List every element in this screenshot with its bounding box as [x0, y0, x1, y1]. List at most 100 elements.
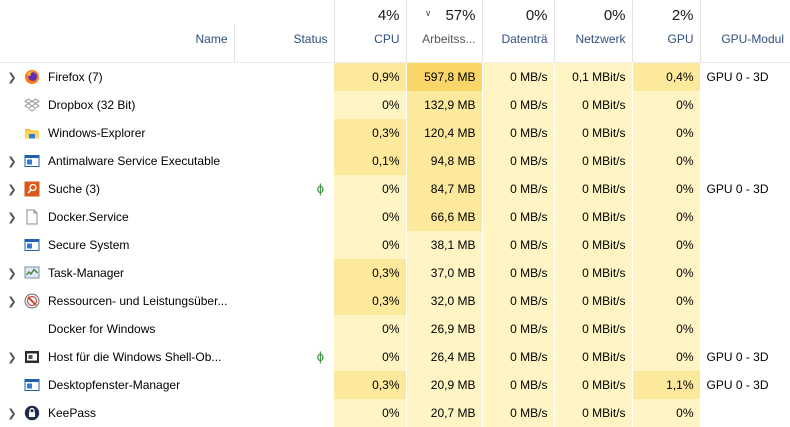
- gpu-module-cell: [700, 147, 790, 175]
- process-name: Dropbox (32 Bit): [48, 97, 136, 112]
- table-row[interactable]: ❯ Antimalware Service Executable 0,1% 94,8 …: [0, 146, 790, 175]
- process-status-cell: [234, 147, 334, 175]
- cpu-cell: 0,3%: [334, 286, 407, 315]
- network-cell: 0 MBit/s: [554, 174, 633, 203]
- column-header-disk[interactable]: Datenträ: [481, 24, 554, 63]
- table-row[interactable]: ❯ Host für die Windows Shell-Ob... ϕ 0% 26,4…: [0, 342, 790, 371]
- process-name: Desktopfenster-Manager: [48, 377, 181, 392]
- process-name-cell[interactable]: ❯ Ressourcen- und Leistungsüber...: [0, 287, 234, 315]
- gpu-cell: 0%: [632, 314, 701, 343]
- table-row[interactable]: ❯ Docker.Service 0% 66,6 MB 0 MB/s 0 MBit/s 0%: [0, 202, 790, 231]
- column-header-cpu[interactable]: CPU: [333, 24, 406, 63]
- table-row[interactable]: ❯ Firefox (7) 0,9% 597,8 MB 0 MB/s 0,1 MBit/s…: [0, 62, 790, 91]
- gpu-module-cell: GPU 0 - 3D: [706, 69, 769, 84]
- process-name-cell[interactable]: ❯ Docker.Service: [0, 203, 234, 231]
- table-row[interactable]: Windows-Explorer 0,3% 120,4 MB 0 MB/s 0 MBit…: [0, 118, 790, 147]
- cpu-cell: 0%: [334, 398, 407, 427]
- cpu-cell: 0%: [334, 314, 407, 343]
- network-cell: 0 MBit/s: [554, 230, 633, 259]
- cpu-cell: 0,9%: [334, 62, 407, 91]
- process-name-cell[interactable]: Desktopfenster-Manager: [0, 371, 234, 399]
- cpu-cell: 0%: [334, 230, 407, 259]
- cpu-cell: 0%: [334, 202, 407, 231]
- shell-host-icon: [24, 349, 40, 365]
- process-name: Windows-Explorer: [48, 125, 146, 140]
- memory-cell: 94,8 MB: [406, 146, 483, 175]
- network-cell: 0 MBit/s: [554, 398, 633, 427]
- network-cell: 0 MBit/s: [554, 202, 633, 231]
- process-name-cell[interactable]: ❯ Firefox (7): [0, 63, 234, 91]
- column-header-name[interactable]: Name: [0, 24, 234, 63]
- process-name-cell[interactable]: Docker for Windows: [0, 315, 234, 343]
- network-cell: 0,1 MBit/s: [554, 62, 633, 91]
- header-name-spacer: [0, 0, 234, 24]
- gpu-cell: 0%: [632, 398, 701, 427]
- disk-cell: 0 MB/s: [482, 286, 555, 315]
- expand-chevron-icon[interactable]: ❯: [7, 407, 17, 420]
- expand-chevron-icon[interactable]: ❯: [7, 71, 17, 84]
- expand-chevron-icon[interactable]: ❯: [7, 267, 17, 280]
- gpu-cell: 0%: [632, 342, 701, 371]
- table-row[interactable]: ❯ Suche (3) ϕ 0% 84,7 MB 0 MB/s 0 MBit/s 0% GPU …: [0, 174, 790, 203]
- gpu-cell: 0%: [632, 230, 701, 259]
- expand-chevron-icon[interactable]: ❯: [7, 295, 17, 308]
- process-name: Suche (3): [48, 181, 101, 196]
- net-total-pct[interactable]: 0%: [553, 0, 632, 24]
- cpu-cell: 0%: [334, 174, 407, 203]
- process-name-cell[interactable]: ❯ Host für die Windows Shell-Ob...: [0, 343, 234, 371]
- table-row[interactable]: Dropbox (32 Bit) 0% 132,9 MB 0 MB/s 0 MBit/s…: [0, 90, 790, 119]
- process-status-cell: [234, 231, 334, 259]
- gpu-module-cell: [700, 119, 790, 147]
- header-gpu-module-spacer: [699, 0, 790, 24]
- process-name-cell[interactable]: ❯ Task-Manager: [0, 259, 234, 287]
- gpu-module-cell: [700, 399, 790, 427]
- table-row[interactable]: ❯ KeePass 0% 20,7 MB 0 MB/s 0 MBit/s 0%: [0, 398, 790, 427]
- process-name-cell[interactable]: ❯ Antimalware Service Executable: [0, 147, 234, 175]
- table-row[interactable]: ❯ Task-Manager 0,3% 37,0 MB 0 MB/s 0 MBit/s 0%: [0, 258, 790, 287]
- expand-chevron-icon[interactable]: ❯: [7, 211, 17, 224]
- process-status-cell: ϕ: [234, 175, 334, 203]
- window-icon: [24, 377, 40, 393]
- column-header-gpu-module[interactable]: GPU-Modul: [699, 24, 790, 63]
- table-row[interactable]: ❯ Ressourcen- und Leistungsüber... 0,3% 32,…: [0, 286, 790, 315]
- process-name: Host für die Windows Shell-Ob...: [48, 349, 222, 364]
- disk-total-pct[interactable]: 0%: [481, 0, 554, 24]
- column-header-status[interactable]: Status: [233, 24, 334, 63]
- mem-total-pct[interactable]: ∨ 57%: [405, 0, 482, 24]
- task-manager-icon: [24, 265, 40, 281]
- table-row[interactable]: Desktopfenster-Manager 0,3% 20,9 MB 0 MB/s 0…: [0, 370, 790, 399]
- column-header-network[interactable]: Netzwerk: [553, 24, 632, 63]
- process-status-cell: [234, 315, 334, 343]
- disk-cell: 0 MB/s: [482, 314, 555, 343]
- memory-cell: 37,0 MB: [406, 258, 483, 287]
- expand-chevron-icon[interactable]: ❯: [7, 155, 17, 168]
- column-header-memory[interactable]: Arbeitss...: [405, 24, 482, 63]
- gpu-total-pct[interactable]: 2%: [631, 0, 700, 24]
- gpu-cell: 0%: [632, 202, 701, 231]
- memory-cell: 120,4 MB: [406, 118, 483, 147]
- process-status-cell: [234, 399, 334, 427]
- leaf-icon: ϕ: [316, 181, 324, 196]
- memory-cell: 20,7 MB: [406, 398, 483, 427]
- network-cell: 0 MBit/s: [554, 314, 633, 343]
- gpu-module-cell: [700, 231, 790, 259]
- process-name-cell[interactable]: Secure System: [0, 231, 234, 259]
- cpu-total-pct[interactable]: 4%: [333, 0, 406, 24]
- dropbox-icon: [24, 97, 40, 113]
- expand-chevron-icon[interactable]: ❯: [7, 351, 17, 364]
- gpu-module-cell: [700, 259, 790, 287]
- disk-cell: 0 MB/s: [482, 258, 555, 287]
- process-rows: ❯ Firefox (7) 0,9% 597,8 MB 0 MB/s 0,1 MBit/s…: [0, 62, 790, 427]
- column-header-gpu[interactable]: GPU: [631, 24, 700, 63]
- process-status-cell: [234, 259, 334, 287]
- table-row[interactable]: Docker for Windows 0% 26,9 MB 0 MB/s 0 MBit/…: [0, 314, 790, 343]
- network-cell: 0 MBit/s: [554, 342, 633, 371]
- expand-chevron-icon[interactable]: ❯: [7, 183, 17, 196]
- process-name-cell[interactable]: Windows-Explorer: [0, 119, 234, 147]
- process-name-cell[interactable]: ❯ Suche (3): [0, 175, 234, 203]
- gpu-cell: 1,1%: [632, 370, 701, 399]
- process-name-cell[interactable]: Dropbox (32 Bit): [0, 91, 234, 119]
- table-row[interactable]: Secure System 0% 38,1 MB 0 MB/s 0 MBit/s 0%: [0, 230, 790, 259]
- process-name-cell[interactable]: ❯ KeePass: [0, 399, 234, 427]
